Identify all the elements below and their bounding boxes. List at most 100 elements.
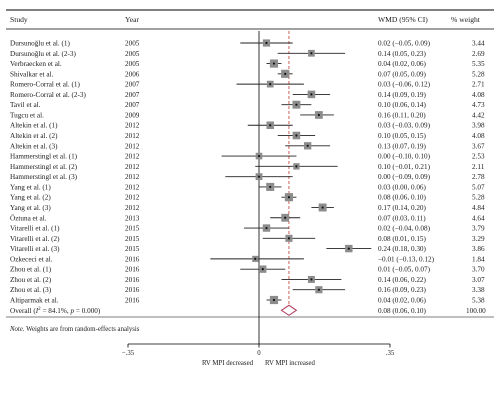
point-estimate bbox=[347, 247, 350, 250]
year-label: 2005 bbox=[125, 40, 140, 48]
weight-label: 4.64 bbox=[472, 214, 485, 222]
study-rows: Dursunoğlu et al. (1) 2005 0.02 (−0.05, 0.… bbox=[10, 31, 485, 344]
weight-label: 3.07 bbox=[472, 276, 485, 284]
overall-row: Overall (I2 = 84.1%, p = 0.000) 0.08 (0.0… bbox=[10, 304, 486, 316]
effect-ci-label: 0.02 (−0.05, 0.09) bbox=[378, 40, 431, 48]
effect-ci-label: 0.00 (−0.09, 0.09) bbox=[378, 173, 431, 181]
point-estimate bbox=[317, 288, 320, 291]
study-label: Vitarelli et al. (1) bbox=[10, 225, 60, 233]
point-estimate bbox=[265, 41, 268, 45]
study-label: Altekin et al. (2) bbox=[10, 132, 58, 140]
x-axis: −.35 0 .35 RV MPI decreased RV MPI increased bbox=[122, 343, 395, 367]
weight-label: 2.78 bbox=[472, 173, 485, 181]
point-estimate bbox=[287, 237, 291, 240]
year-label: 2015 bbox=[125, 245, 140, 253]
effect-ci-label: 0.14 (0.05, 0.23) bbox=[378, 50, 427, 58]
effect-ci-label: 0.08 (0.01, 0.15) bbox=[378, 235, 427, 243]
study-label: Altiparmak et al. bbox=[10, 297, 59, 305]
x-tick-label: −.35 bbox=[122, 350, 135, 357]
point-estimate bbox=[284, 216, 287, 219]
effect-ci-label: −0.01 (−0.13, 0.12) bbox=[378, 255, 435, 263]
effect-ci-label: 0.10 (−0.01, 0.21) bbox=[378, 163, 431, 171]
overall-diamond bbox=[280, 304, 298, 316]
header-study: Study bbox=[10, 15, 28, 24]
study-label: Dursunoğlu et al. (1) bbox=[10, 40, 70, 48]
weight-label: 1.84 bbox=[472, 255, 485, 263]
weight-label: 5.28 bbox=[472, 194, 485, 202]
effect-ci-label: 0.14 (0.06, 0.22) bbox=[378, 276, 427, 284]
point-estimate bbox=[272, 298, 276, 302]
effect-ci-label: 0.01 (−0.05, 0.07) bbox=[378, 266, 431, 274]
overall-effect-ci: 0.08 (0.06, 0.10) bbox=[378, 307, 427, 315]
effect-ci-label: 0.04 (0.02, 0.06) bbox=[378, 60, 427, 68]
study-label: Hammerstingl et al. (2) bbox=[10, 163, 78, 171]
effect-ci-label: 0.16 (0.11, 0.20) bbox=[378, 111, 426, 119]
point-estimate bbox=[295, 134, 298, 137]
year-label: 2009 bbox=[125, 111, 140, 119]
point-estimate bbox=[295, 103, 298, 106]
x-tick-label: .35 bbox=[386, 350, 395, 357]
year-label: 2012 bbox=[125, 194, 140, 202]
effect-ci-label: 0.03 (0.00, 0.06) bbox=[378, 183, 427, 191]
study-label: Romero-Corral et al. (2-3) bbox=[10, 91, 86, 99]
weight-label: 2.53 bbox=[472, 153, 485, 161]
weight-label: 5.07 bbox=[472, 183, 485, 191]
study-label: Tugcu et al. bbox=[10, 111, 44, 119]
study-label: Altekin et al. (3) bbox=[10, 142, 58, 150]
point-estimate bbox=[310, 93, 313, 96]
weight-label: 3.38 bbox=[472, 286, 485, 294]
weight-label: 4.08 bbox=[472, 132, 485, 140]
effect-ci-label: 0.02 (−0.04, 0.08) bbox=[378, 225, 431, 233]
header-weight: % weight bbox=[451, 15, 481, 24]
left-direction-label: RV MPI decreased bbox=[202, 360, 254, 367]
year-label: 2012 bbox=[125, 183, 140, 191]
study-label: Hammerstingl et al. (3) bbox=[10, 173, 78, 181]
effect-ci-label: 0.10 (0.05, 0.15) bbox=[378, 132, 427, 140]
year-label: 2012 bbox=[125, 204, 140, 212]
year-label: 2012 bbox=[125, 142, 140, 150]
point-estimate bbox=[310, 278, 313, 281]
year-label: 2012 bbox=[125, 153, 140, 161]
point-estimate bbox=[257, 175, 261, 178]
header-effect: WMD (95% CI) bbox=[378, 15, 428, 24]
point-estimate bbox=[261, 268, 264, 271]
effect-ci-label: 0.00 (−0.10, 0.10) bbox=[378, 153, 431, 161]
year-label: 2016 bbox=[125, 276, 140, 284]
weight-label: 4.84 bbox=[472, 204, 485, 212]
footnote-label: Note. bbox=[9, 326, 25, 333]
study-label: Yang et al. (2) bbox=[10, 194, 51, 202]
year-label: 2005 bbox=[125, 60, 140, 68]
weight-label: 2.71 bbox=[472, 81, 485, 89]
year-label: 2006 bbox=[125, 70, 140, 78]
footnote-text: Weights are from random-effects analysis bbox=[25, 326, 140, 333]
study-label: Zhou et al. (2) bbox=[10, 276, 52, 284]
year-label: 2007 bbox=[125, 91, 140, 99]
effect-ci-label: 0.03 (−0.06, 0.12) bbox=[378, 81, 431, 89]
effect-ci-label: 0.03 (−0.03, 0.09) bbox=[378, 122, 431, 130]
right-direction-label: RV MPI increased bbox=[265, 360, 316, 367]
year-label: 2012 bbox=[125, 163, 140, 171]
year-label: 2007 bbox=[125, 101, 140, 109]
study-label: Yang et al. (1) bbox=[10, 183, 51, 191]
point-estimate bbox=[284, 72, 287, 75]
effect-ci-label: 0.07 (0.05, 0.09) bbox=[378, 70, 427, 78]
year-label: 2012 bbox=[125, 173, 140, 181]
point-estimate bbox=[287, 196, 291, 199]
effect-ci-label: 0.16 (0.09, 0.23) bbox=[378, 286, 427, 294]
weight-label: 3.70 bbox=[472, 266, 485, 274]
point-estimate bbox=[321, 206, 324, 209]
effect-ci-label: 0.14 (0.09, 0.19) bbox=[378, 91, 427, 99]
i2-symbol: I bbox=[35, 307, 39, 315]
weight-label: 4.08 bbox=[472, 91, 485, 99]
study-label: Yang et al. (3) bbox=[10, 204, 51, 212]
point-estimate bbox=[265, 226, 268, 230]
x-tick-label: 0 bbox=[257, 350, 261, 357]
point-estimate bbox=[269, 124, 272, 127]
study-label: Vitarelli et al. (3) bbox=[10, 245, 60, 253]
weight-label: 5.35 bbox=[472, 60, 485, 68]
weight-label: 3.86 bbox=[472, 245, 485, 253]
point-estimate bbox=[272, 62, 276, 65]
year-label: 2016 bbox=[125, 286, 140, 294]
